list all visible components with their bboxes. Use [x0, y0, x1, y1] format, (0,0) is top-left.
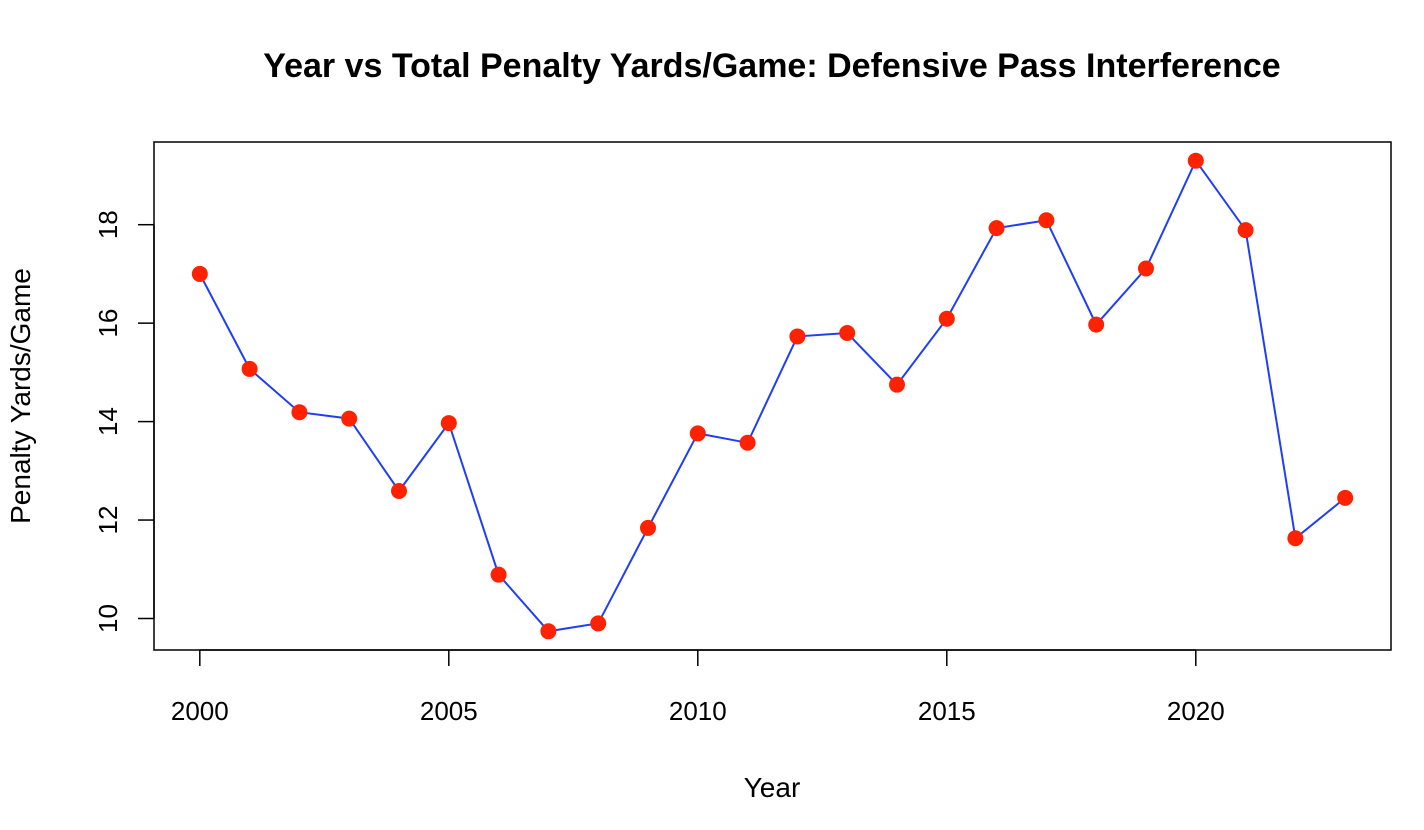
data-point-2006 — [490, 566, 507, 583]
data-point-2007 — [540, 623, 557, 640]
series-points — [191, 152, 1354, 640]
y-tick-label: 18 — [93, 210, 123, 239]
x-tick-label: 2010 — [669, 696, 727, 726]
y-axis: 10 12 14 16 18 — [93, 210, 155, 633]
x-axis-label: Year — [744, 772, 801, 803]
data-point-2002 — [291, 404, 308, 421]
y-tick-label: 10 — [93, 604, 123, 633]
x-tick-label: 2015 — [918, 696, 976, 726]
series-polyline — [198, 158, 1346, 633]
y-tick-label: 14 — [93, 407, 123, 436]
x-axis: 2000 2005 2010 2015 2020 — [171, 649, 1225, 726]
data-point-2020 — [1187, 152, 1204, 169]
data-point-2016 — [988, 220, 1005, 237]
data-point-2005 — [440, 415, 457, 432]
data-point-2003 — [341, 410, 358, 427]
x-tick-label: 2000 — [171, 696, 229, 726]
data-point-2023 — [1337, 489, 1354, 506]
x-tick-label: 2020 — [1167, 696, 1225, 726]
y-axis-label: Penalty Yards/Game — [5, 268, 36, 524]
x-tick-label: 2005 — [420, 696, 478, 726]
data-point-2004 — [391, 483, 408, 500]
data-point-2015 — [938, 310, 955, 327]
data-point-2001 — [241, 360, 258, 377]
data-point-2022 — [1287, 530, 1304, 547]
y-tick-label: 12 — [93, 506, 123, 535]
chart-title: Year vs Total Penalty Yards/Game: Defens… — [263, 47, 1280, 85]
data-point-2017 — [1038, 212, 1055, 229]
plot-frame — [153, 141, 1392, 651]
data-point-2019 — [1137, 260, 1154, 277]
data-point-2010 — [689, 425, 706, 442]
data-point-2018 — [1088, 316, 1105, 333]
data-point-2009 — [640, 519, 657, 536]
y-tick-label: 16 — [93, 309, 123, 338]
data-point-2008 — [590, 615, 607, 632]
data-point-2000 — [191, 265, 208, 282]
data-point-2011 — [739, 434, 756, 451]
data-point-2012 — [789, 328, 806, 345]
data-point-2014 — [888, 376, 905, 393]
data-point-2013 — [839, 324, 856, 341]
series-line — [198, 158, 1346, 633]
data-point-2021 — [1237, 222, 1254, 239]
